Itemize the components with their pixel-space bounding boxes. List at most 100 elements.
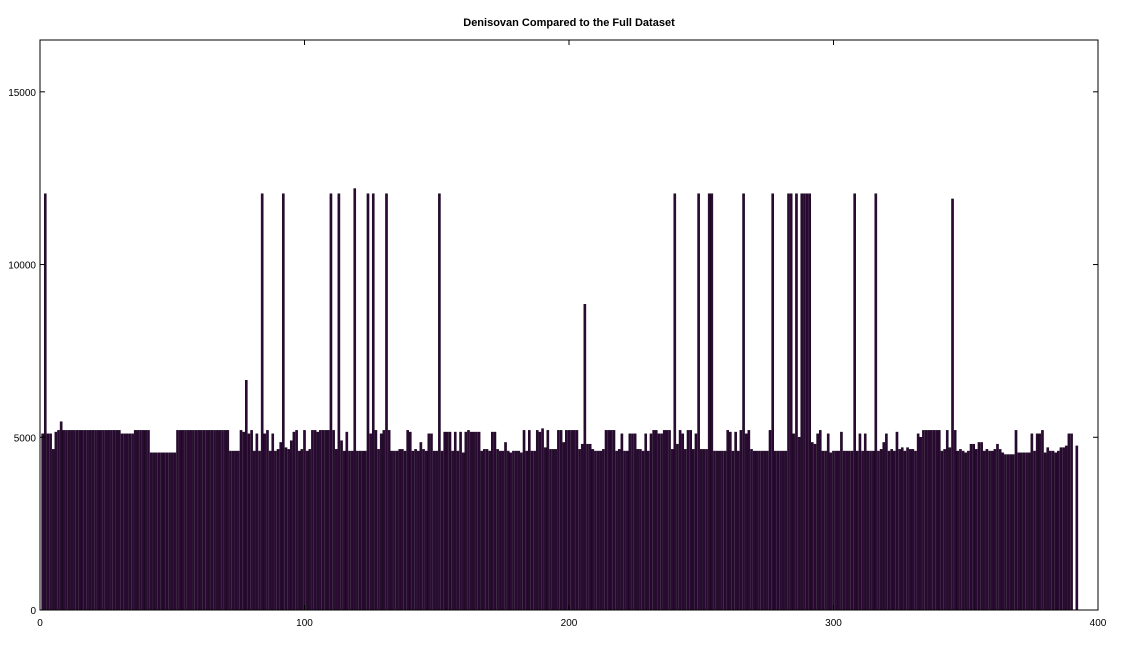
bar <box>570 430 573 611</box>
bar <box>845 450 849 611</box>
y-tick-label: 0 <box>30 606 36 617</box>
bar <box>615 450 618 611</box>
bar <box>787 193 790 611</box>
bar <box>186 430 190 611</box>
bar <box>781 450 785 611</box>
bar <box>1075 445 1079 611</box>
bar <box>633 433 637 611</box>
bar <box>919 437 923 611</box>
bar <box>1051 450 1055 611</box>
bar <box>842 450 846 611</box>
bar <box>210 430 214 611</box>
bar <box>419 442 423 611</box>
bar <box>953 430 957 611</box>
bar <box>78 430 81 611</box>
bar <box>152 452 156 611</box>
bar <box>784 450 788 611</box>
bar <box>900 447 904 611</box>
bar <box>591 449 595 611</box>
bar <box>136 430 140 611</box>
bar <box>895 431 899 611</box>
bar <box>692 449 695 611</box>
bar <box>1064 445 1068 611</box>
bar <box>504 442 507 611</box>
bar <box>641 450 645 611</box>
bar <box>533 450 536 611</box>
bar <box>668 430 671 611</box>
bar <box>882 442 886 611</box>
bar <box>914 450 917 611</box>
bar <box>824 450 827 611</box>
bar <box>998 449 1002 611</box>
bar <box>252 450 256 611</box>
bar <box>670 449 674 611</box>
bar <box>300 449 304 611</box>
bar <box>665 430 669 611</box>
bar <box>239 430 243 611</box>
bar <box>760 450 764 611</box>
bar <box>73 430 76 611</box>
bar <box>168 452 171 611</box>
bar <box>808 193 812 611</box>
bar <box>173 452 177 611</box>
bar <box>554 449 558 611</box>
bar <box>408 431 412 611</box>
bar <box>279 442 283 611</box>
bar <box>440 450 444 611</box>
bar <box>908 449 912 611</box>
bar <box>811 442 814 611</box>
bar <box>305 450 309 611</box>
bar <box>356 450 359 611</box>
bar <box>274 450 277 611</box>
bar <box>996 443 999 611</box>
bar <box>435 450 439 611</box>
bar <box>575 430 579 611</box>
bar <box>689 430 692 611</box>
bar <box>345 431 349 611</box>
bar <box>54 431 58 611</box>
bar <box>607 430 610 611</box>
bar <box>572 430 576 611</box>
bar <box>945 430 949 611</box>
bar <box>1014 430 1018 611</box>
bar <box>128 433 132 611</box>
bar <box>477 431 481 611</box>
bar <box>1030 433 1034 611</box>
bar <box>530 450 534 611</box>
bar <box>57 430 60 611</box>
bar <box>485 449 489 611</box>
bar <box>59 421 63 611</box>
bar <box>184 430 187 611</box>
bar <box>736 450 740 611</box>
bar <box>604 430 608 611</box>
bar <box>284 447 288 611</box>
bar <box>496 449 499 611</box>
bar <box>1043 452 1047 611</box>
bar <box>565 430 568 611</box>
bar <box>715 450 719 611</box>
bar <box>1070 433 1073 611</box>
bar <box>710 193 714 611</box>
bar <box>874 193 878 611</box>
bar <box>467 430 470 611</box>
bar <box>358 450 362 611</box>
bar <box>313 430 317 611</box>
bar <box>546 430 550 611</box>
bar <box>43 193 47 611</box>
bar <box>766 450 769 611</box>
bar <box>107 430 111 611</box>
bar <box>948 447 952 611</box>
bar <box>541 428 544 611</box>
bar <box>567 430 571 611</box>
bar <box>390 450 394 611</box>
bar <box>483 449 486 611</box>
bar <box>750 449 753 611</box>
bar <box>647 450 650 611</box>
bar <box>1022 452 1026 611</box>
bar <box>588 443 592 611</box>
bar <box>723 450 727 611</box>
bar <box>229 450 232 611</box>
bar <box>371 193 375 611</box>
bar <box>850 450 854 611</box>
bar <box>1057 450 1060 611</box>
